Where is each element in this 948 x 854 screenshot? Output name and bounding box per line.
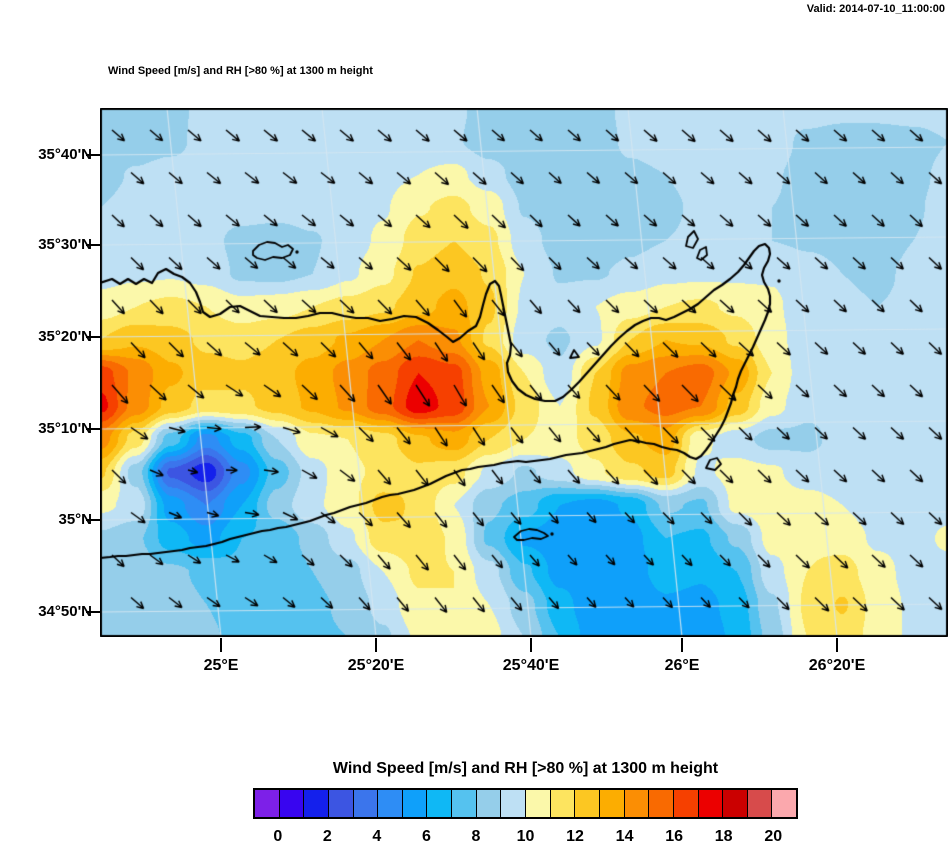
lat-tick xyxy=(86,611,100,613)
legend-tick-label: 20 xyxy=(764,828,783,845)
wind-map-canvas xyxy=(100,108,948,637)
lon-tick xyxy=(220,638,222,652)
lat-tick xyxy=(86,336,100,338)
legend-color-cell xyxy=(279,790,305,817)
legend-tick-label: 16 xyxy=(665,828,684,845)
lat-axis-label: 34°50'N xyxy=(38,603,92,620)
legend-color-cell xyxy=(624,790,650,817)
legend-color-cell xyxy=(599,790,625,817)
lon-axis-label: 26°20'E xyxy=(808,657,866,674)
legend-colorbar xyxy=(253,788,798,819)
legend-color-cell xyxy=(772,790,797,817)
lat-tick xyxy=(86,519,100,521)
lat-axis-label: 35°30'N xyxy=(38,236,92,253)
lon-tick xyxy=(681,638,683,652)
lat-axis-label: 35°10'N xyxy=(38,420,92,437)
legend-color-cell xyxy=(476,790,502,817)
legend-tick-label: 6 xyxy=(421,828,431,845)
legend-tick-label: 0 xyxy=(273,828,283,845)
lat-tick xyxy=(86,244,100,246)
lat-tick xyxy=(86,154,100,156)
legend-color-cell xyxy=(378,790,403,817)
lon-tick xyxy=(530,638,532,652)
legend-color-cell xyxy=(353,790,379,817)
legend-color-cell xyxy=(328,790,354,817)
valid-time-label: Valid: 2014-07-10_11:00:00 xyxy=(806,3,945,15)
legend-color-cell xyxy=(255,790,280,817)
legend-title: Wind Speed [m/s] and RH [>80 %] at 1300 … xyxy=(332,760,719,777)
legend-color-cell xyxy=(649,790,674,817)
legend-color-cell xyxy=(402,790,428,817)
lon-tick xyxy=(375,638,377,652)
lon-axis-label: 25°E xyxy=(203,657,239,674)
lat-axis-label: 35°40'N xyxy=(38,146,92,163)
legend-tick-label: 10 xyxy=(516,828,535,845)
lat-axis-label: 35°N xyxy=(58,511,92,528)
legend-tick-label: 8 xyxy=(471,828,481,845)
lat-axis-label: 35°20'N xyxy=(38,328,92,345)
lon-axis-label: 25°20'E xyxy=(347,657,405,674)
legend-color-cell xyxy=(452,790,477,817)
legend-color-cell xyxy=(550,790,576,817)
legend-color-cell xyxy=(698,790,724,817)
legend-color-cell xyxy=(427,790,453,817)
legend-color-cell xyxy=(501,790,527,817)
legend-tick-label: 2 xyxy=(322,828,332,845)
lon-tick xyxy=(836,638,838,652)
legend-color-cell xyxy=(747,790,773,817)
legend-tick-label: 4 xyxy=(372,828,382,845)
legend-color-cell xyxy=(575,790,600,817)
legend-tick-label: 18 xyxy=(714,828,733,845)
legend-color-cell xyxy=(673,790,699,817)
lon-axis-label: 26°E xyxy=(664,657,700,674)
legend-color-cell xyxy=(526,790,551,817)
lat-tick xyxy=(86,428,100,430)
legend-color-cell xyxy=(723,790,748,817)
lon-axis-label: 25°40'E xyxy=(502,657,560,674)
legend-tick-label: 12 xyxy=(566,828,584,845)
legend-tick-label: 14 xyxy=(615,828,634,845)
plot-title: Wind Speed [m/s] and RH [>80 %] at 1300 … xyxy=(108,65,373,77)
legend-color-cell xyxy=(304,790,329,817)
